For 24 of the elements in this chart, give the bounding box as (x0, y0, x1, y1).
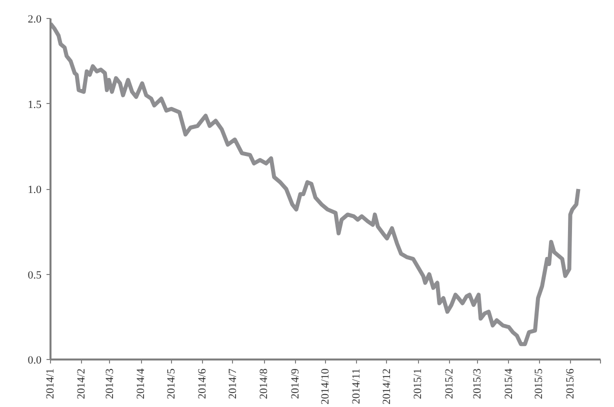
x-tick-label: 2015/2 (443, 368, 456, 400)
y-tick-label: 0.5 (28, 269, 42, 282)
x-tick-label: 2015/5 (533, 368, 546, 400)
x-tick-label: 2014/9 (289, 368, 302, 400)
y-tick-label: 1.5 (28, 98, 42, 111)
x-tick-label: 2015/1 (412, 368, 424, 400)
y-tick-label: 0.0 (28, 354, 42, 366)
y-tick-label: 1.0 (28, 184, 42, 196)
x-tick-label: 2015/6 (564, 368, 576, 400)
x-tick-label: 2014/7 (226, 368, 239, 400)
x-tick-label: 2014/3 (104, 368, 116, 400)
x-tick-label: 2015/3 (472, 368, 484, 400)
x-tick-label: 2014/2 (76, 368, 88, 400)
x-tick-label: 2014/10 (320, 368, 332, 405)
x-tick-label: 2015/4 (502, 368, 515, 400)
x-tick-label: 2014/4 (135, 368, 148, 400)
y-tick-label: 2.0 (28, 14, 42, 26)
x-tick-label: 2014/8 (258, 368, 270, 400)
x-tick-label: 2014/6 (196, 368, 209, 400)
x-tick-label: 2014/5 (165, 368, 178, 400)
x-tick-label: 2014/12 (380, 368, 393, 405)
x-tick-label: 2014/1 (44, 368, 56, 400)
x-tick-label: 2014/11 (350, 368, 363, 404)
line-series (50, 22, 580, 346)
